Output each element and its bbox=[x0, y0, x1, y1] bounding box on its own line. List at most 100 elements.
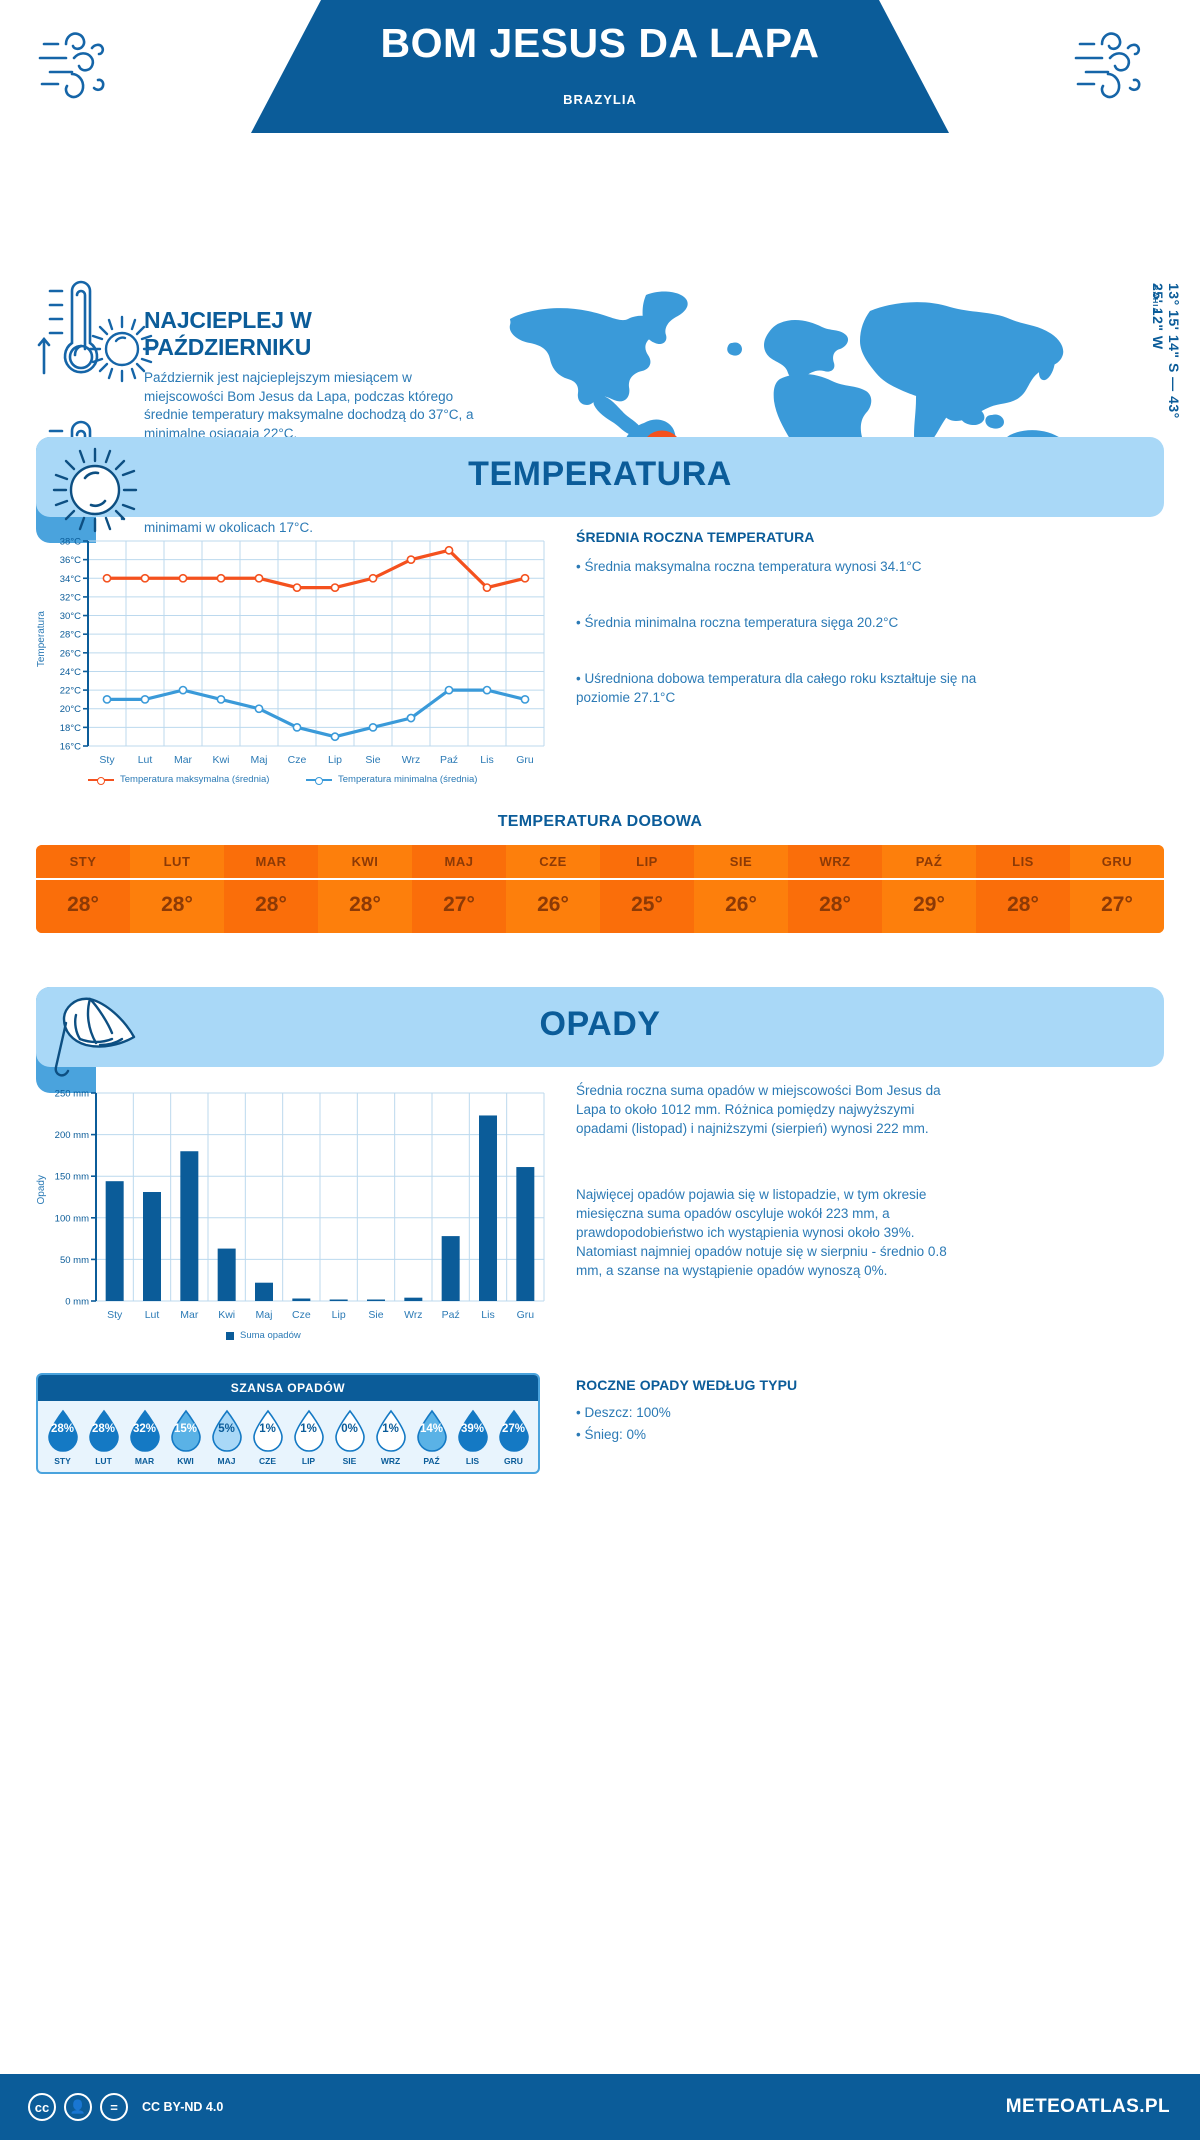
legend-label: Temperatura minimalna (średnia) bbox=[338, 774, 478, 785]
water-drop-icon bbox=[375, 1409, 406, 1452]
banner-title: OPADY bbox=[539, 1005, 661, 1043]
fact-body: NAJCIEPLEJ W PAŹDZIERNIKU Październik je… bbox=[144, 275, 476, 443]
legend-item-precip-sum: Suma opadów bbox=[226, 1330, 301, 1341]
svg-text:150 mm: 150 mm bbox=[55, 1172, 89, 1183]
svg-text:Mar: Mar bbox=[174, 754, 193, 766]
daily-month-lut: LUT bbox=[130, 845, 224, 878]
avg-daily-temp-bullet: • Uśredniona dobowa temperatura dla całe… bbox=[576, 671, 977, 705]
sun-icon bbox=[88, 315, 156, 383]
svg-text:Cze: Cze bbox=[292, 1309, 311, 1321]
rain-chance-title: SZANSA OPADÓW bbox=[38, 1375, 538, 1401]
rain-chance-month: CZE bbox=[259, 1456, 276, 1466]
fact-warmest-month: NAJCIEPLEJ W PAŹDZIERNIKU Październik je… bbox=[36, 275, 476, 443]
svg-text:Kwi: Kwi bbox=[213, 754, 230, 766]
precip-types-title: ROCZNE OPADY WEDŁUG TYPU bbox=[576, 1377, 798, 1393]
rain-chance-month: MAR bbox=[134, 1456, 155, 1466]
svg-text:30°C: 30°C bbox=[60, 611, 81, 622]
rain-chance-percent: 15% bbox=[173, 1423, 198, 1435]
rain-chance-percent: 28% bbox=[50, 1423, 75, 1435]
water-drop-icon bbox=[498, 1409, 529, 1452]
svg-text:Mar: Mar bbox=[180, 1309, 199, 1321]
rain-chance-drop-wrz: 1% WRZ bbox=[370, 1409, 411, 1466]
svg-text:50 mm: 50 mm bbox=[60, 1255, 89, 1266]
svg-text:32°C: 32°C bbox=[60, 592, 81, 603]
rain-chance-drop-cze: 1% CZE bbox=[247, 1409, 288, 1466]
rain-chance-percent: 1% bbox=[382, 1423, 399, 1435]
daily-value-sie: 26° bbox=[694, 880, 788, 933]
thermometer-up-icon bbox=[37, 280, 99, 375]
svg-text:Paź: Paź bbox=[440, 754, 458, 766]
svg-text:Gru: Gru bbox=[517, 1309, 535, 1321]
daily-value-lip: 25° bbox=[600, 880, 694, 933]
rain-chance-percent: 1% bbox=[259, 1423, 276, 1435]
svg-text:26°C: 26°C bbox=[60, 648, 81, 659]
svg-text:0 mm: 0 mm bbox=[65, 1297, 89, 1308]
wind-icon bbox=[1072, 22, 1164, 115]
rain-chance-drop-lis: 39% LIS bbox=[452, 1409, 493, 1466]
banner-body bbox=[36, 987, 1164, 1067]
svg-text:100 mm: 100 mm bbox=[55, 1213, 89, 1224]
svg-text:24°C: 24°C bbox=[60, 667, 81, 678]
svg-text:Sty: Sty bbox=[99, 754, 115, 766]
water-drop-icon bbox=[252, 1409, 283, 1452]
temperature-plot: 16°C 18°C 20°C 22°C 24°C 26°C 28°C 30°C 32°C 34°C… bbox=[60, 537, 545, 766]
rain-chance-percent: 5% bbox=[218, 1423, 235, 1435]
svg-text:38°C: 38°C bbox=[60, 537, 81, 548]
precip-paragraph-2: Najwięcej opadów pojawia się w listopadz… bbox=[576, 1187, 947, 1278]
rain-chance-percent: 27% bbox=[501, 1423, 526, 1435]
rain-chance-month: LIS bbox=[465, 1456, 480, 1466]
precipitation-plot: 0 mm 50 mm 100 mm 150 mm 200 mm 250 mm Sty Lut M… bbox=[55, 1089, 545, 1321]
daily-value-kwi: 28° bbox=[318, 880, 412, 933]
daily-temperature-table: STY LUT MAR KWI MAJ CZE LIP SIE WRZ PAŹ LIS GRU 28°… bbox=[36, 845, 1164, 933]
daily-value-wrz: 28° bbox=[788, 880, 882, 933]
temperature-chart-row: Temperatura 16°C 18°C 20°C 22°C 24°C 26°C 28°C… bbox=[36, 523, 1164, 813]
svg-text:Maj: Maj bbox=[251, 754, 268, 766]
daily-value-lut: 28° bbox=[130, 880, 224, 933]
precip-type-rain: • Deszcz: 100% bbox=[576, 1405, 671, 1420]
water-drop-icon bbox=[47, 1409, 78, 1452]
svg-text:Lis: Lis bbox=[480, 754, 493, 766]
svg-text:Gru: Gru bbox=[516, 754, 534, 766]
rain-chance-month: PAŹ bbox=[423, 1456, 440, 1466]
daily-value-maj: 27° bbox=[412, 880, 506, 933]
rain-chance-percent: 0% bbox=[341, 1423, 358, 1435]
svg-text:Wrz: Wrz bbox=[404, 1309, 422, 1321]
rain-chance-month: LIP bbox=[301, 1456, 316, 1466]
rain-chance-month: GRU bbox=[504, 1456, 523, 1466]
svg-text:Lis: Lis bbox=[481, 1309, 494, 1321]
rain-chance-month: MAJ bbox=[217, 1456, 236, 1466]
rain-chance-percent: 14% bbox=[419, 1423, 444, 1435]
svg-text:Sie: Sie bbox=[365, 754, 380, 766]
daily-value-mar: 28° bbox=[224, 880, 318, 933]
fact-text: Październik jest najcieplejszym miesiące… bbox=[144, 370, 474, 441]
brand-label: METEOATLAS.PL bbox=[1005, 2096, 1170, 2117]
rain-chance-month: LUT bbox=[95, 1456, 112, 1466]
region-label: BAHIA bbox=[1151, 285, 1160, 314]
daily-month-kwi: KWI bbox=[318, 845, 412, 878]
water-drop-icon bbox=[416, 1409, 447, 1452]
rain-chance-drop-paź: 14% PAŹ bbox=[411, 1409, 452, 1466]
daily-temperature-title: TEMPERATURA DOBOWA bbox=[497, 813, 703, 830]
daily-month-wrz: WRZ bbox=[788, 845, 882, 878]
water-drop-icon bbox=[170, 1409, 201, 1452]
daily-value-sty: 28° bbox=[36, 880, 130, 933]
by-icon: 👤 bbox=[64, 2093, 92, 2121]
temperature-chart: Temperatura 16°C 18°C 20°C 22°C 24°C 26°C 28°C… bbox=[36, 531, 556, 801]
rain-chance-panel: SZANSA OPADÓW 28% STY 28% LUT 32% MAR 15% KWI 5%… bbox=[36, 1373, 540, 1474]
daily-month-sty: STY bbox=[36, 845, 130, 878]
water-drop-icon bbox=[334, 1409, 365, 1452]
daily-month-gru: GRU bbox=[1070, 845, 1164, 878]
daily-value-gru: 27° bbox=[1070, 880, 1164, 933]
cc-icon: cc bbox=[28, 2093, 56, 2121]
precipitation-banner: OPADY bbox=[36, 987, 1164, 1093]
svg-text:36°C: 36°C bbox=[60, 555, 81, 566]
water-drop-icon bbox=[129, 1409, 160, 1452]
wind-icon bbox=[36, 22, 128, 115]
daily-month-lip: LIP bbox=[600, 845, 694, 878]
daily-month-lis: LIS bbox=[976, 845, 1070, 878]
legend-label: Suma opadów bbox=[240, 1330, 301, 1341]
nd-icon: = bbox=[100, 2093, 128, 2121]
page-header: BOM JESUS DA LAPA BRAZYLIA bbox=[0, 0, 1200, 133]
svg-text:Sie: Sie bbox=[368, 1309, 383, 1321]
precip-paragraph-1: Średnia roczna suma opadów w miejscowośc… bbox=[576, 1083, 941, 1136]
